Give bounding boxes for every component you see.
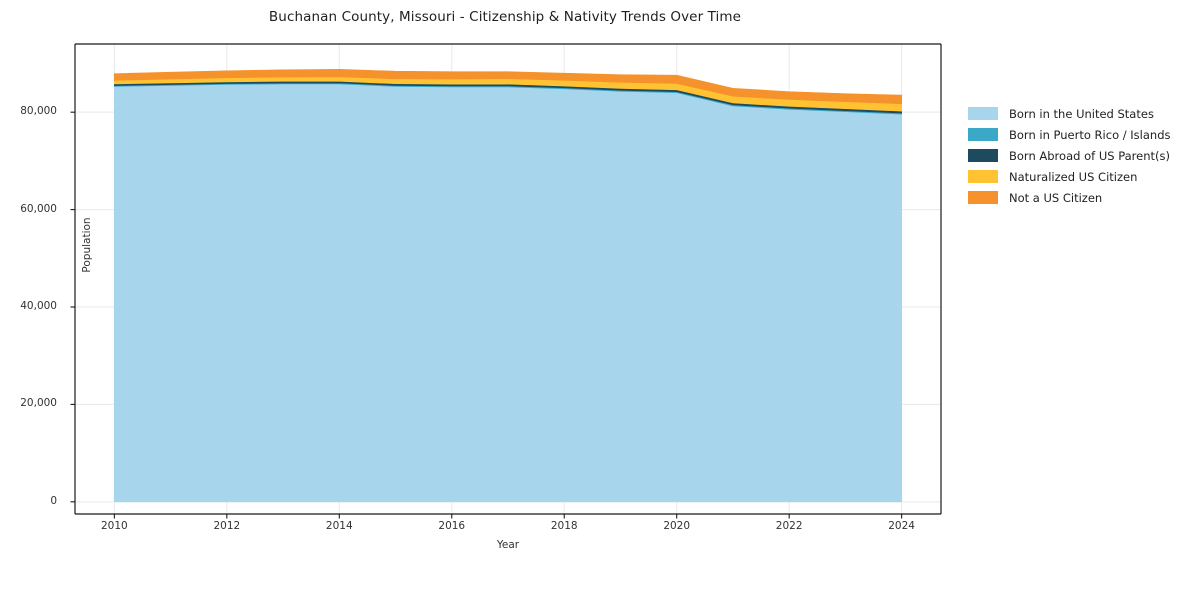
- x-tick-label: 2020: [663, 520, 691, 532]
- x-tick-label: 2012: [213, 520, 241, 532]
- stacked-areas: [114, 68, 902, 503]
- legend-color-swatch: [968, 128, 998, 141]
- x-tick-label: 2016: [438, 520, 466, 532]
- chart-legend: Born in the United States Born in Puerto …: [968, 103, 1182, 208]
- area-band: [114, 68, 902, 105]
- x-tick-label: 2024: [888, 520, 915, 532]
- y-tick-label: 80,000: [20, 105, 57, 118]
- y-tick-label: 60,000: [20, 202, 57, 215]
- legend-item[interactable]: Born in Puerto Rico / Islands: [968, 124, 1182, 145]
- x-tick-label: 2014: [325, 520, 353, 532]
- legend-item[interactable]: Not a US Citizen: [968, 187, 1182, 208]
- legend-color-swatch: [968, 170, 998, 183]
- y-tick-label: 40,000: [20, 300, 57, 312]
- y-tick-label: 0: [50, 494, 57, 507]
- legend-color-swatch: [968, 149, 998, 162]
- axis-spines: [74, 43, 942, 515]
- legend-label: Not a US Citizen: [1009, 190, 1103, 205]
- x-tick-label: 2018: [550, 520, 578, 532]
- axis-ticks: [70, 111, 903, 519]
- legend-color-swatch: [968, 191, 998, 204]
- legend-label: Born in the United States: [1009, 106, 1154, 121]
- legend-color-swatch: [968, 107, 998, 120]
- legend-item[interactable]: Born Abroad of US Parent(s): [968, 145, 1182, 166]
- x-tick-label: 2022: [775, 520, 803, 532]
- chart-title: Buchanan County, Missouri - Citizenship …: [268, 9, 742, 25]
- plot-area: Population Year 0 20,000 40,000 60,000 80,00…: [20, 43, 942, 551]
- y-tick-label: 20,000: [20, 397, 57, 410]
- legend-item[interactable]: Born in the United States: [968, 103, 1182, 124]
- area-chart-svg: [70, 43, 942, 519]
- area-band: [114, 83, 902, 503]
- legend-label: Born in Puerto Rico / Islands: [1009, 127, 1171, 142]
- legend-item[interactable]: Naturalized US Citizen: [968, 166, 1182, 187]
- x-axis-label: Year: [496, 539, 520, 551]
- y-axis-label: Population: [81, 217, 93, 273]
- x-tick-label: 2010: [100, 520, 128, 532]
- legend-label: Born Abroad of US Parent(s): [1009, 148, 1170, 163]
- legend-label: Naturalized US Citizen: [1009, 169, 1138, 184]
